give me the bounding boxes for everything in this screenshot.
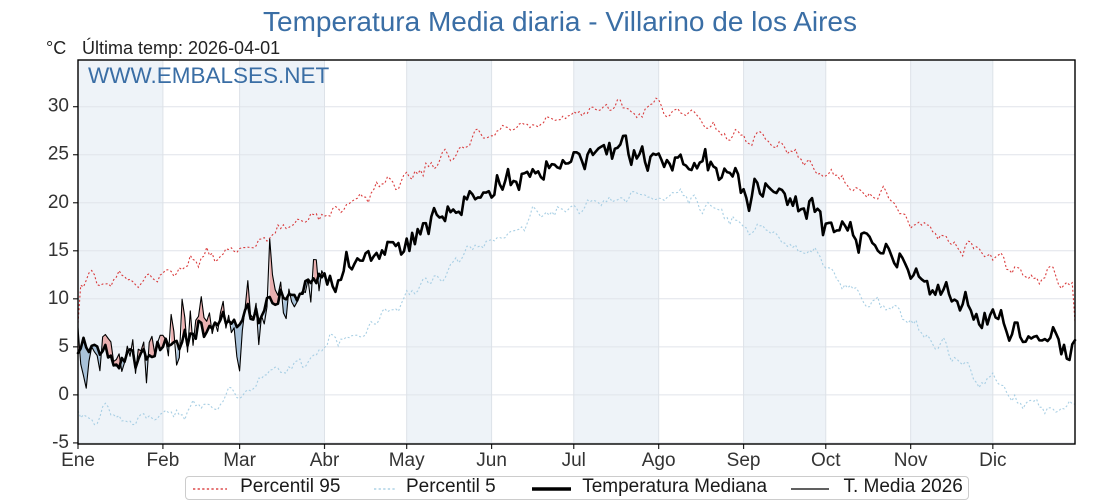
- svg-text:25: 25: [48, 144, 69, 165]
- svg-text:30: 30: [48, 96, 69, 117]
- svg-text:0: 0: [58, 384, 69, 405]
- svg-text:15: 15: [48, 240, 69, 261]
- svg-text:Jun: Jun: [476, 450, 507, 471]
- svg-text:5: 5: [58, 336, 69, 357]
- svg-text:Feb: Feb: [147, 450, 180, 471]
- svg-text:Mar: Mar: [223, 450, 256, 471]
- svg-text:Jul: Jul: [562, 450, 586, 471]
- svg-text:10: 10: [48, 288, 69, 309]
- svg-text:Ene: Ene: [61, 450, 95, 471]
- svg-text:May: May: [389, 450, 425, 471]
- svg-text:Dic: Dic: [979, 450, 1006, 471]
- svg-text:20: 20: [48, 192, 69, 213]
- svg-text:Ago: Ago: [642, 450, 676, 471]
- svg-text:Sep: Sep: [727, 450, 761, 471]
- svg-text:Abr: Abr: [310, 450, 340, 471]
- svg-text:Nov: Nov: [894, 450, 928, 471]
- svg-text:Oct: Oct: [811, 450, 841, 471]
